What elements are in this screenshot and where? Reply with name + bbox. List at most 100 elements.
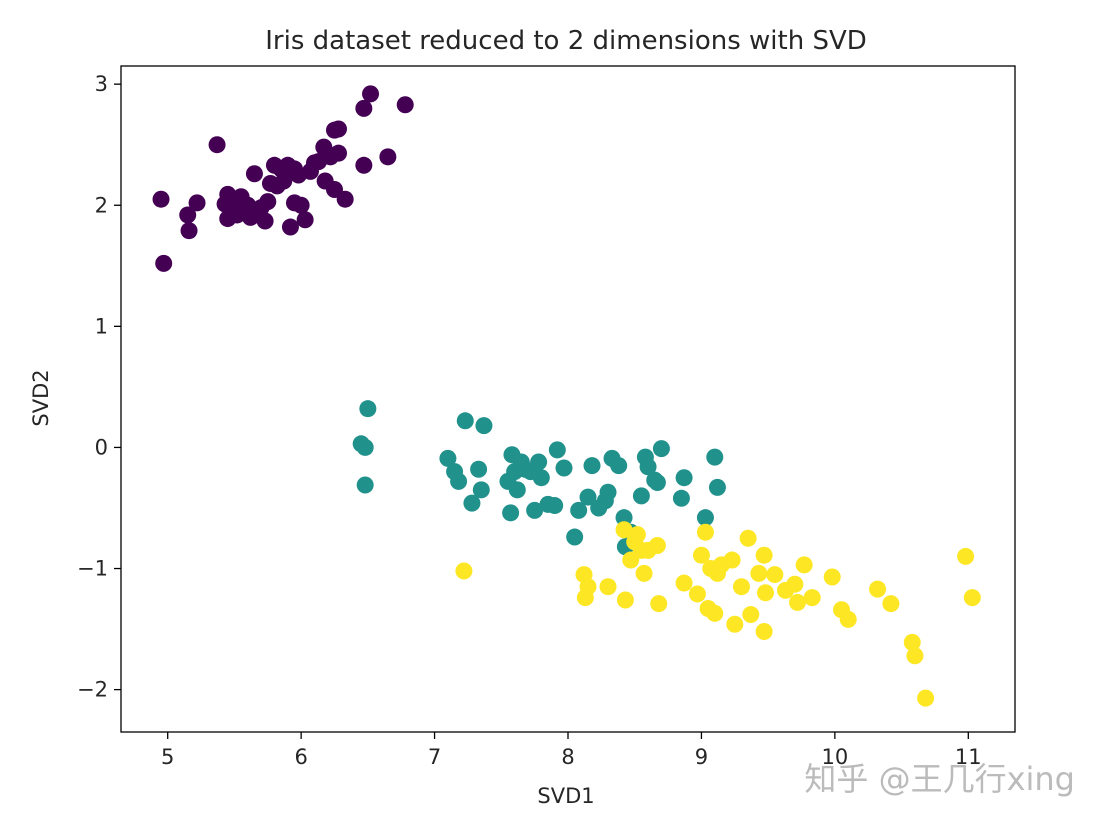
- scatter-point-series-1: [615, 509, 633, 527]
- scatter-point-series-1: [356, 438, 374, 456]
- scatter-point-series-2: [917, 689, 935, 707]
- scatter-point-series-0: [355, 99, 373, 117]
- scatter-point-series-2: [739, 529, 757, 547]
- scatter-point-series-1: [555, 459, 573, 477]
- scatter-point-series-1: [599, 483, 617, 501]
- scatter-point-series-2: [869, 580, 887, 598]
- scatter-point-series-1: [648, 474, 666, 492]
- scatter-point-series-2: [882, 595, 900, 613]
- scatter-point-series-1: [463, 494, 481, 512]
- y-tick-label: −2: [77, 678, 108, 702]
- scatter-point-series-1: [475, 417, 493, 435]
- scatter-point-series-0: [355, 156, 373, 174]
- scatter-point-series-2: [615, 521, 633, 539]
- scatter-point-series-1: [566, 528, 584, 546]
- scatter-point-series-0: [188, 194, 206, 212]
- y-tick-label: −1: [77, 557, 108, 581]
- scatter-point-series-2: [635, 564, 653, 582]
- x-tick-label: 9: [695, 745, 708, 769]
- scatter-point-series-2: [756, 584, 774, 602]
- scatter-point-series-1: [526, 501, 544, 519]
- scatter-point-series-2: [579, 578, 597, 596]
- scatter-point-series-0: [275, 172, 293, 190]
- scatter-point-series-2: [755, 546, 773, 564]
- scatter-point-series-2: [795, 556, 813, 574]
- y-tick-label: 2: [95, 193, 108, 217]
- x-tick-label: 11: [955, 745, 982, 769]
- scatter-point-series-1: [546, 497, 564, 515]
- scatter-point-series-1: [508, 481, 526, 499]
- x-axis-label: SVD1: [537, 784, 594, 808]
- chart-title: Iris dataset reduced to 2 dimensions wit…: [265, 26, 867, 56]
- scatter-point-series-2: [766, 566, 784, 584]
- scatter-point-series-1: [708, 478, 726, 496]
- x-tick-label: 10: [821, 745, 848, 769]
- scatter-point-series-1: [639, 458, 657, 476]
- scatter-point-series-2: [742, 606, 760, 624]
- x-tick-label: 5: [161, 745, 174, 769]
- scatter-point-series-0: [329, 144, 347, 162]
- scatter-point-series-1: [439, 449, 457, 467]
- scatter-point-series-0: [329, 120, 347, 138]
- scatter-point-series-2: [903, 633, 921, 651]
- scatter-point-series-2: [726, 615, 744, 633]
- scatter-point-series-1: [502, 504, 520, 522]
- scatter-point-series-0: [155, 254, 173, 272]
- plot-area-frame: [120, 65, 1016, 733]
- scatter-point-series-2: [616, 591, 634, 609]
- scatter-point-series-2: [696, 523, 714, 541]
- scatter-point-series-2: [963, 589, 981, 607]
- scatter-point-series-1: [579, 488, 597, 506]
- scatter-point-series-1: [672, 489, 690, 507]
- scatter-point-series-0: [379, 148, 397, 166]
- scatter-point-series-2: [823, 568, 841, 586]
- scatter-point-series-1: [652, 440, 670, 458]
- y-tick-label: 0: [95, 435, 108, 459]
- scatter-point-series-1: [472, 481, 490, 499]
- x-axis-ticks: 5 6 7 8 9 10 11: [161, 732, 982, 769]
- scatter-point-series-1: [610, 457, 628, 475]
- scatter-point-series-0: [152, 190, 170, 208]
- scatter-point-series-2: [957, 547, 975, 565]
- y-axis-label: SVD2: [29, 369, 53, 426]
- scatter-point-series-2: [650, 595, 668, 613]
- scatter-point-series-0: [256, 212, 274, 230]
- y-axis-ticks: −2 −1 0 1 2 3: [77, 72, 121, 702]
- y-tick-label: 1: [95, 314, 108, 338]
- scatter-point-series-2: [839, 610, 857, 628]
- scatter-point-series-1: [532, 469, 550, 487]
- scatter-point-series-0: [245, 165, 263, 183]
- x-tick-label: 6: [294, 745, 307, 769]
- scatter-point-series-0: [362, 85, 380, 103]
- scatter-point-series-1: [675, 469, 693, 487]
- scatter-point-series-0: [296, 211, 314, 229]
- scatter-point-series-0: [292, 196, 310, 214]
- scatter-point-series-2: [723, 551, 741, 569]
- scatter-point-series-1: [696, 509, 714, 527]
- scatter-point-series-2: [750, 564, 768, 582]
- scatter-point-series-2: [628, 526, 646, 544]
- scatter-point-series-0: [281, 218, 299, 236]
- scatter-point-series-0: [259, 193, 277, 211]
- scatter-point-series-0: [179, 206, 197, 224]
- scatter-point-series-0: [180, 222, 198, 240]
- x-tick-label: 7: [428, 745, 441, 769]
- scatter-point-series-0: [208, 136, 226, 154]
- scatter-point-series-2: [692, 546, 710, 564]
- scatter-point-series-1: [470, 460, 488, 478]
- scatter-point-series-1: [450, 472, 468, 490]
- watermark-text: 知乎 @王几行xing: [804, 760, 1075, 798]
- scatter-point-series-0: [336, 190, 354, 208]
- scatter-point-series-2: [648, 537, 666, 555]
- scatter-point-series-2: [789, 593, 807, 611]
- scatter-point-series-1: [530, 453, 548, 471]
- x-tick-label: 8: [561, 745, 574, 769]
- scatter-point-series-2: [599, 578, 617, 596]
- scatter-point-series-1: [583, 457, 601, 475]
- scatter-point-series-2: [803, 589, 821, 607]
- scatter-point-series-1: [356, 476, 374, 494]
- scatter-point-series-2: [906, 647, 924, 665]
- scatter-point-series-2: [455, 562, 473, 580]
- scatter-point-series-1: [570, 501, 588, 519]
